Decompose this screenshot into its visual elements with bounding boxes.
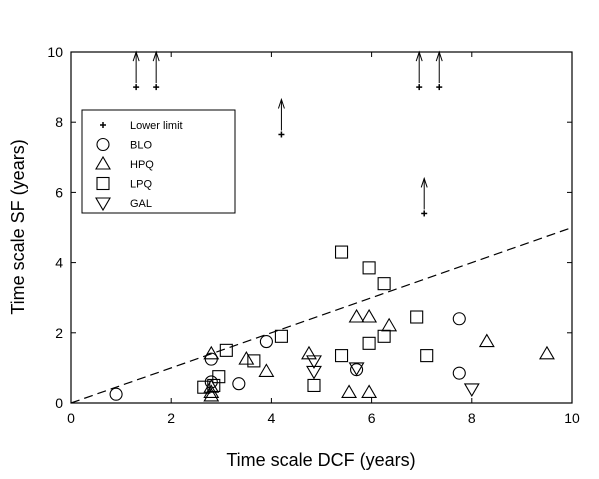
lower-limit-arrow [152,50,160,84]
legend-blo-marker [96,137,110,152]
lower-limit-point [421,210,428,217]
y-tick-label: 8 [55,114,63,130]
lpq-point [274,329,288,343]
y-tick-label: 4 [55,255,63,271]
x-tick-label: 6 [368,410,376,426]
blo-point [452,312,466,326]
lpq-point [377,329,391,343]
y-tick-label: 6 [55,184,63,200]
blo-point [452,366,466,380]
y-tick-label: 2 [55,325,63,341]
lower-limit-arrow [415,50,423,84]
lower-limit-arrow [435,50,443,84]
lower-limit-point [153,84,160,91]
x-tick-label: 0 [67,410,75,426]
hpq-point [258,363,275,377]
hpq-point [348,308,365,323]
hpq-point [538,345,555,360]
lower-limit-point [416,84,423,91]
lpq-point [420,349,434,363]
data-points [109,50,555,402]
x-tick-label: 2 [167,410,175,426]
x-tick-label: 10 [564,410,580,426]
arrow-head [132,50,140,62]
hpq-point [301,345,317,360]
gal-point [306,365,322,380]
arrow-head [435,50,443,62]
arrow-head [420,176,428,188]
reference-line-group [70,226,573,404]
lpq-point [362,261,376,275]
x-tick-label: 8 [468,410,476,426]
legend-gal-marker [95,197,111,212]
legend-hpq-label: HPQ [130,159,154,171]
hpq-point [341,384,358,399]
legend-blo-label: BLO [130,140,152,152]
y-axis-label: Time scale SF (years) [8,139,28,314]
y-tick-label: 0 [55,395,63,411]
legend-hpq-marker [95,155,111,170]
lpq-point [410,310,424,324]
legend-box [81,109,236,214]
lower-limit-point [133,84,140,91]
lpq-point [334,349,349,363]
lpq-point [219,343,233,357]
gal-point [463,383,480,398]
legend-lower-limit-marker [100,122,106,128]
hpq-point [361,308,378,323]
x-axis-label: Time scale DCF (years) [226,450,415,470]
hpq-point [361,384,378,399]
lpq-point [334,245,349,259]
arrow-head [277,97,285,109]
hpq-point [203,387,220,402]
legend-lower-limit-label: Lower limit [130,120,183,132]
legend-gal-label: GAL [130,198,152,210]
lower-limit-point [436,84,443,91]
y-tick-label: 10 [47,44,63,60]
arrow-head [415,50,423,62]
lpq-point [212,370,226,384]
reference-line [70,226,573,404]
lpq-point [377,277,391,291]
arrow-head [152,50,160,62]
hpq-point [203,345,220,360]
hpq-point [381,317,398,332]
hpq-point [478,333,495,348]
lpq-point [307,378,321,393]
lower-limit-point [278,131,285,138]
lpq-point [197,380,211,394]
lower-limit-arrow [420,176,428,210]
blo-point [232,377,246,391]
gal-point [306,355,322,369]
lpq-point [362,336,376,350]
legend-lpq-marker [96,176,110,191]
legend-lpq-label: LPQ [130,179,152,191]
lpq-point [207,378,221,393]
lpq-point [247,354,261,368]
axis-ticks: 0 2 4 6 8 10 0 2 4 6 8 10 [47,44,580,426]
lower-limit-arrow [277,97,285,131]
gal-point [348,362,365,376]
x-tick-label: 4 [268,410,276,426]
blo-point [109,387,123,401]
hpq-point [238,351,255,365]
legend: Lower limit BLO HPQ LPQ GAL [81,109,236,214]
blo-point [259,335,273,349]
plot-frame [70,51,573,404]
lower-limit-arrow [132,50,140,84]
